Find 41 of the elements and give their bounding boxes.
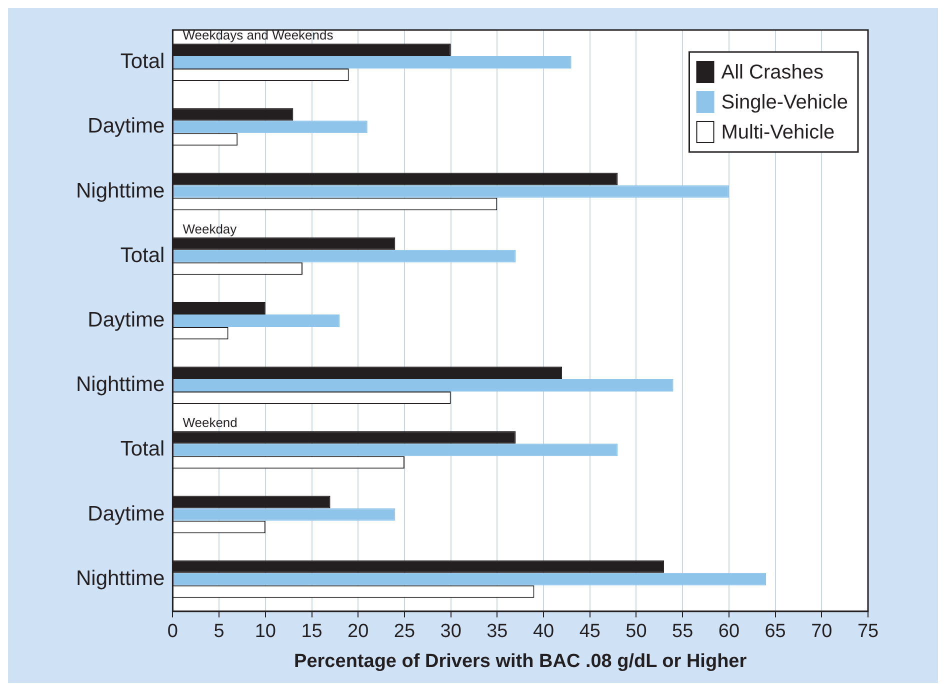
x-tick-label: 60	[718, 621, 740, 642]
x-tick-label: 30	[440, 621, 462, 642]
x-tick-label: 40	[532, 621, 554, 642]
annotation: Weekdays and Weekends	[182, 28, 334, 43]
x-tick-label: 5	[214, 621, 224, 642]
x-tick-label: 50	[626, 621, 647, 642]
x-tick-label: 15	[301, 621, 322, 642]
x-tick-label: 75	[857, 621, 879, 642]
y-tick-label: Nighttime	[76, 566, 165, 590]
bar	[173, 572, 766, 586]
x-tick-label: 35	[486, 621, 508, 642]
x-tick-label: 65	[764, 621, 786, 642]
y-tick-label: Total	[120, 50, 165, 74]
y-tick-label: Daytime	[88, 308, 165, 332]
legend-label: All Crashes	[721, 62, 824, 84]
y-tick-label: Daytime	[88, 502, 165, 526]
bar	[173, 379, 674, 392]
annotation: Weekday	[182, 221, 238, 236]
legend-label: Multi-Vehicle	[721, 122, 835, 144]
bar	[173, 314, 340, 327]
y-tick-label: Total	[120, 438, 165, 461]
x-axis-title: Percentage of Drivers with BAC .08 g/dL or Higher	[294, 650, 748, 672]
y-tick-label: Total	[120, 244, 165, 267]
bar	[173, 120, 368, 134]
x-tick-label: 45	[579, 621, 600, 642]
x-tick-label: 25	[394, 621, 416, 642]
y-tick-label: Nighttime	[76, 373, 165, 396]
x-tick-label: 20	[348, 621, 369, 642]
bar	[173, 250, 516, 262]
x-tick-label: 70	[811, 621, 832, 642]
y-tick-label: Nighttime	[76, 179, 165, 202]
y-tick-label: Daytime	[88, 114, 165, 138]
bar	[173, 56, 572, 69]
bar	[173, 444, 618, 456]
x-tick-label: 0	[167, 621, 178, 642]
annotation: Weekend	[182, 415, 238, 430]
legend-label: Single-Vehicle	[721, 92, 848, 114]
bar	[173, 508, 396, 521]
x-tick-label: 10	[254, 621, 276, 642]
x-tick-label: 55	[672, 621, 694, 642]
bar	[173, 185, 729, 198]
